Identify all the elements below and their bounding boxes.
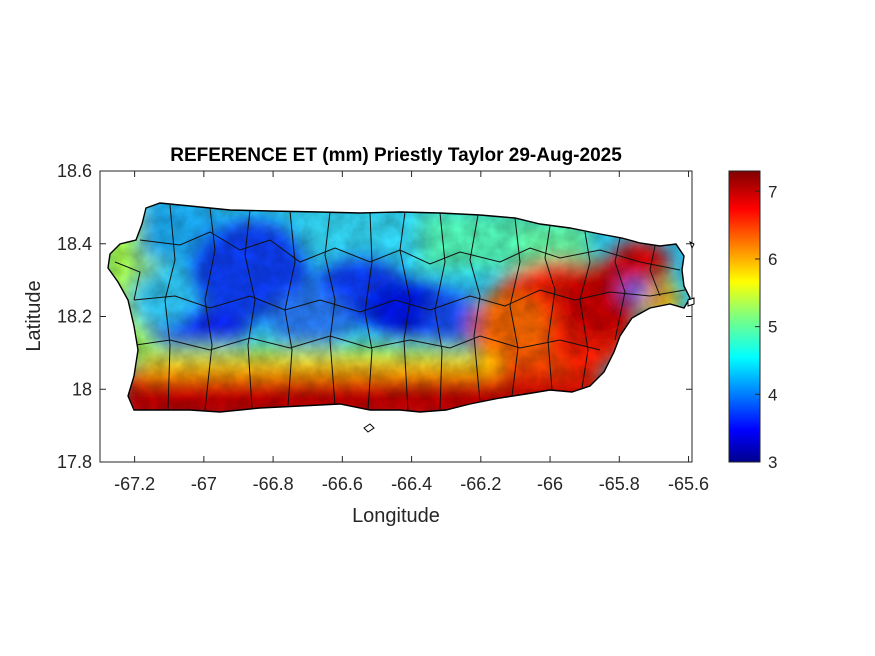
x-tick-label: -66.4: [391, 474, 432, 494]
colorbar-tick-label: 7: [768, 182, 777, 201]
islet-southeast: [687, 297, 695, 307]
y-axis-label: Latitude: [23, 280, 45, 351]
y-tick-label: 18.2: [57, 307, 92, 327]
colorbar-tick-label: 5: [768, 318, 777, 337]
colorbar-tick-label: 3: [768, 453, 777, 472]
colorbar-tick-label: 6: [768, 250, 777, 269]
y-axis: 18.6 18.4 18.2 18 17.8: [57, 161, 692, 472]
y-tick-label: 18.4: [57, 234, 92, 254]
x-tick-label: -66.8: [253, 474, 294, 494]
x-tick-label: -65.6: [668, 474, 709, 494]
x-tick-label: -66.2: [460, 474, 501, 494]
x-tick-label: -66: [537, 474, 563, 494]
municipality-boundaries: [114, 204, 686, 412]
island-outline: [107, 202, 691, 413]
x-tick-label: -66.6: [322, 474, 363, 494]
chart-title: REFERENCE ET (mm) Priestly Taylor 29-Aug…: [170, 145, 622, 166]
y-tick-label: 18: [72, 379, 92, 399]
x-axis-label: Longitude: [352, 505, 440, 527]
y-tick-label: 17.8: [57, 452, 92, 472]
colorbar: 7 6 5 4 3: [728, 170, 777, 472]
heat-field: [108, 203, 690, 412]
x-tick-label: -65.8: [599, 474, 640, 494]
x-tick-label: -67: [191, 474, 217, 494]
y-tick-label: 18.6: [57, 161, 92, 181]
colorbar-tick-label: 4: [768, 385, 777, 404]
colorbar-gradient: [728, 170, 761, 463]
islet-caja-de-muertos: [363, 423, 375, 433]
x-tick-label: -67.2: [114, 474, 155, 494]
x-axis: -67.2 -67 -66.8 -66.6 -66.4 -66.2 -66 -65.8 -65.…: [114, 171, 709, 494]
